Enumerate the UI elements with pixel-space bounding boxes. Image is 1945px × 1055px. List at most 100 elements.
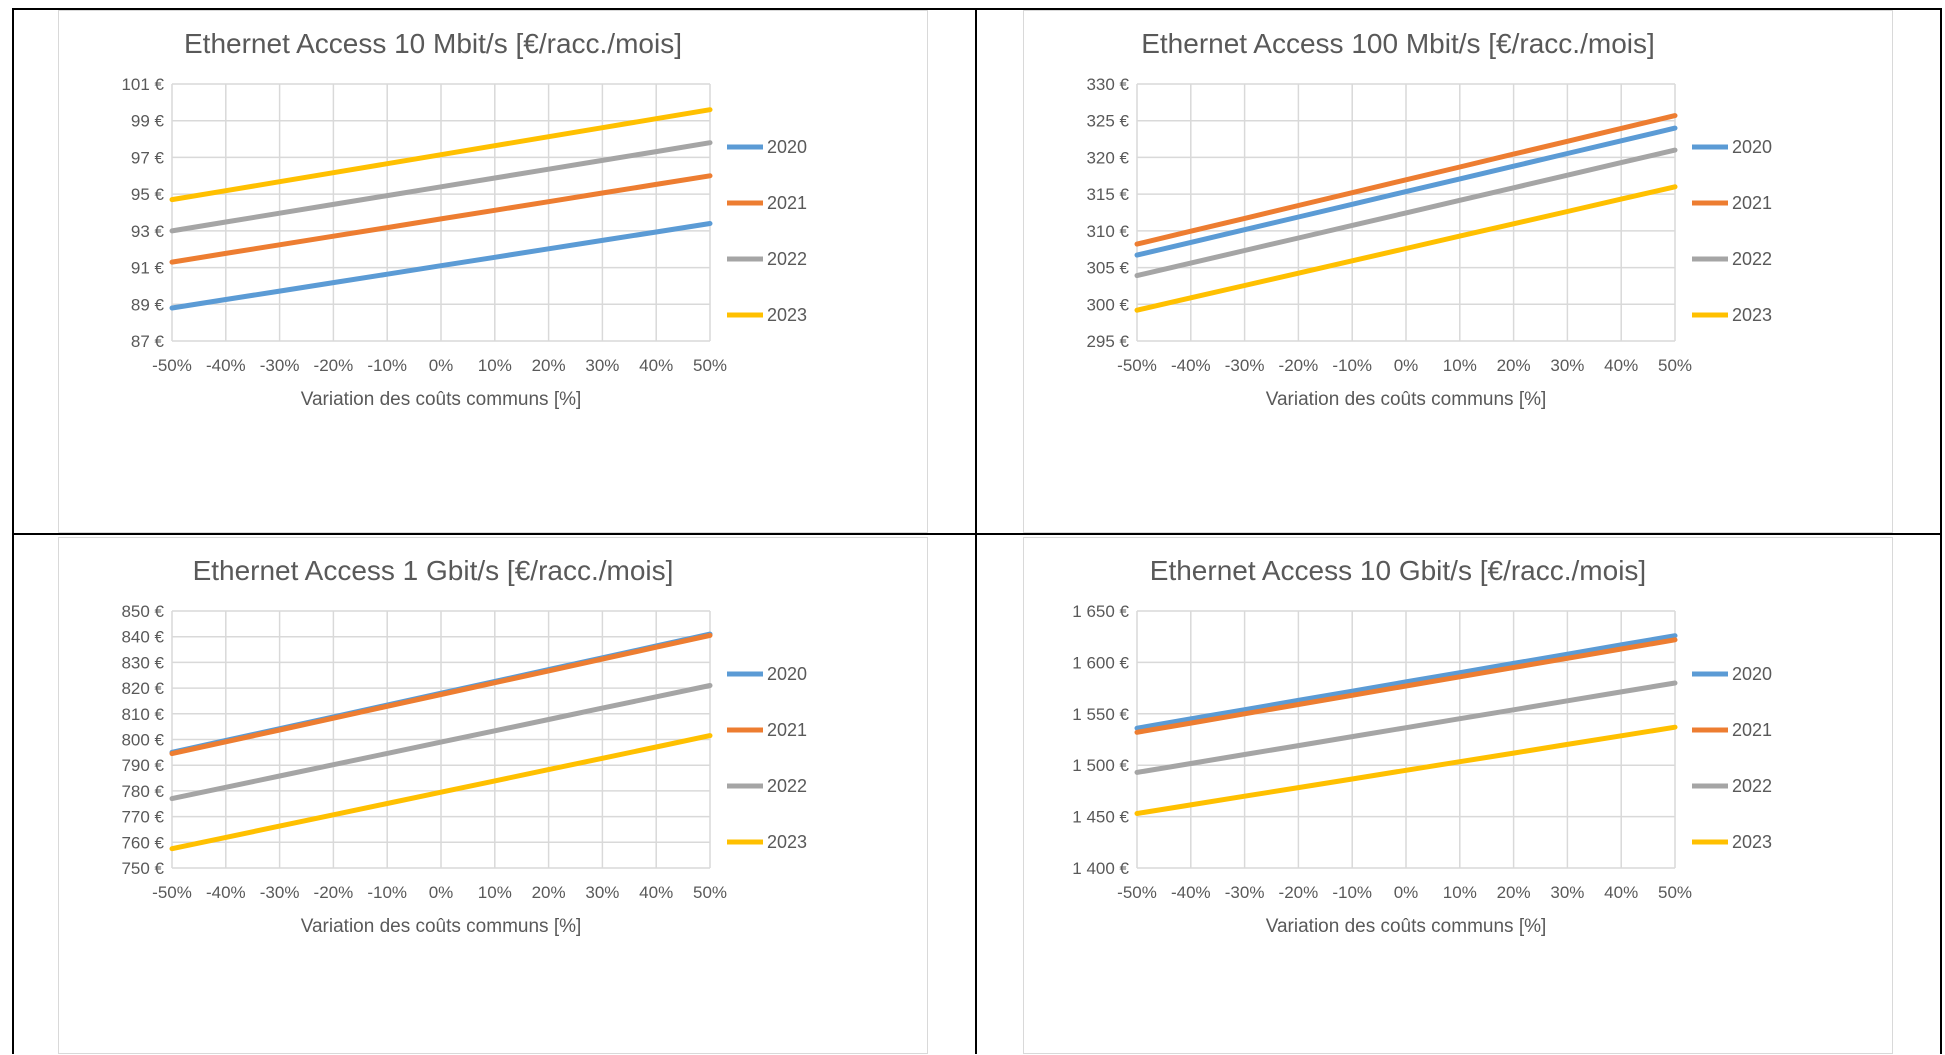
chart-frame-2: Ethernet Access 100 Mbit/s [€/racc./mois… — [1023, 10, 1893, 533]
x-tick-label: 50% — [1658, 883, 1692, 902]
x-tick-label: 20% — [1497, 356, 1531, 375]
series-line-2021 — [169, 173, 713, 265]
y-tick-label: 770 € — [121, 808, 164, 827]
chart-title: Ethernet Access 10 Mbit/s [€/racc./mois] — [184, 28, 682, 59]
x-tick-label: -30% — [1225, 883, 1265, 902]
y-tick-label: 99 € — [131, 112, 165, 131]
legend-label-2021: 2021 — [1732, 193, 1772, 213]
table-border-middle — [12, 533, 1942, 535]
x-tick-label: -30% — [1225, 356, 1265, 375]
x-tick-label: -50% — [1117, 883, 1157, 902]
legend-label-2023: 2023 — [767, 305, 807, 325]
legend-label-2023: 2023 — [767, 832, 807, 852]
legend-label-2020: 2020 — [767, 137, 807, 157]
x-tick-label: 30% — [585, 883, 619, 902]
y-tick-label: 325 € — [1086, 112, 1129, 131]
y-tick-label: 300 € — [1086, 295, 1129, 314]
table-border-left — [12, 8, 14, 1054]
y-tick-label: 315 € — [1086, 185, 1129, 204]
x-tick-label: -50% — [1117, 356, 1157, 375]
series-line-2023 — [169, 733, 713, 852]
chart-cell-4: Ethernet Access 10 Gbit/s [€/racc./mois]… — [977, 535, 1942, 1054]
x-tick-label: 30% — [1550, 883, 1584, 902]
y-tick-label: 101 € — [121, 75, 164, 94]
x-tick-label: 0% — [1394, 883, 1419, 902]
x-tick-label: 40% — [1604, 356, 1638, 375]
y-tick-label: 1 450 € — [1072, 808, 1129, 827]
series-line-2023 — [169, 107, 713, 203]
table-border-center — [975, 8, 977, 1054]
x-tick-label: 10% — [478, 883, 512, 902]
chart-cell-1: Ethernet Access 10 Mbit/s [€/racc./mois]… — [12, 8, 975, 533]
x-tick-label: 10% — [1443, 356, 1477, 375]
table-border-top — [12, 8, 1942, 10]
y-tick-label: 93 € — [131, 222, 165, 241]
x-tick-label: -20% — [1279, 883, 1319, 902]
chart-10mbit: Ethernet Access 10 Mbit/s [€/racc./mois]… — [121, 28, 807, 410]
y-tick-label: 1 600 € — [1072, 653, 1129, 672]
legend-label-2020: 2020 — [1732, 664, 1772, 684]
y-tick-label: 305 € — [1086, 259, 1129, 278]
x-tick-label: -20% — [314, 356, 354, 375]
series-line-2020 — [1134, 125, 1678, 258]
y-tick-label: 850 € — [121, 602, 164, 621]
x-tick-label: -30% — [260, 883, 300, 902]
y-tick-label: 89 € — [131, 295, 165, 314]
x-axis-title: Variation des coûts communs [%] — [301, 389, 582, 410]
y-tick-label: 330 € — [1086, 75, 1129, 94]
series-line-2023 — [1134, 724, 1678, 816]
x-tick-label: -10% — [367, 356, 407, 375]
y-tick-label: 1 400 € — [1072, 859, 1129, 878]
chart-10gbit: Ethernet Access 10 Gbit/s [€/racc./mois]… — [1072, 555, 1772, 937]
chart-title: Ethernet Access 10 Gbit/s [€/racc./mois] — [1150, 555, 1646, 586]
chart-frame-4: Ethernet Access 10 Gbit/s [€/racc./mois]… — [1023, 537, 1893, 1054]
chart-frame-1: Ethernet Access 10 Mbit/s [€/racc./mois]… — [58, 10, 928, 533]
y-tick-label: 840 € — [121, 628, 164, 647]
y-tick-label: 320 € — [1086, 148, 1129, 167]
x-tick-label: 40% — [639, 883, 673, 902]
series-line-2022 — [169, 683, 713, 802]
chart-cell-2: Ethernet Access 100 Mbit/s [€/racc./mois… — [977, 8, 1942, 533]
x-tick-label: -20% — [1279, 356, 1319, 375]
y-tick-label: 750 € — [121, 859, 164, 878]
legend-label-2023: 2023 — [1732, 832, 1772, 852]
chart-title: Ethernet Access 100 Mbit/s [€/racc./mois… — [1141, 28, 1655, 59]
y-tick-label: 1 550 € — [1072, 705, 1129, 724]
series-line-2021 — [169, 632, 713, 757]
y-tick-label: 790 € — [121, 756, 164, 775]
series-line-2022 — [1134, 147, 1678, 279]
y-tick-label: 780 € — [121, 782, 164, 801]
y-tick-label: 295 € — [1086, 332, 1129, 351]
x-tick-label: 0% — [429, 356, 454, 375]
series-line-2022 — [1134, 680, 1678, 775]
y-tick-label: 1 650 € — [1072, 602, 1129, 621]
x-axis-title: Variation des coûts communs [%] — [1266, 389, 1547, 410]
x-tick-label: -50% — [152, 356, 192, 375]
series-line-2020 — [1134, 633, 1678, 731]
chart-100mbit: Ethernet Access 100 Mbit/s [€/racc./mois… — [1086, 28, 1772, 410]
x-tick-label: -50% — [152, 883, 192, 902]
x-tick-label: 30% — [585, 356, 619, 375]
x-axis-title: Variation des coûts communs [%] — [1266, 916, 1547, 937]
x-tick-label: 10% — [1443, 883, 1477, 902]
x-tick-label: 20% — [532, 883, 566, 902]
y-tick-label: 800 € — [121, 731, 164, 750]
legend-label-2020: 2020 — [767, 664, 807, 684]
y-tick-label: 820 € — [121, 679, 164, 698]
y-tick-label: 97 € — [131, 148, 165, 167]
x-tick-label: 10% — [478, 356, 512, 375]
chart-cell-3: Ethernet Access 1 Gbit/s [€/racc./mois] 7… — [12, 535, 975, 1054]
legend-label-2021: 2021 — [767, 193, 807, 213]
chart-title: Ethernet Access 1 Gbit/s [€/racc./mois] — [193, 555, 674, 586]
chart-1gbit: Ethernet Access 1 Gbit/s [€/racc./mois] 7… — [121, 555, 807, 937]
y-tick-label: 91 € — [131, 259, 165, 278]
x-tick-label: -40% — [206, 883, 246, 902]
legend-label-2022: 2022 — [767, 249, 807, 269]
y-tick-label: 810 € — [121, 705, 164, 724]
x-tick-label: -10% — [1332, 356, 1372, 375]
legend-label-2020: 2020 — [1732, 137, 1772, 157]
x-tick-label: 20% — [1497, 883, 1531, 902]
x-tick-label: 40% — [639, 356, 673, 375]
y-tick-label: 830 € — [121, 653, 164, 672]
chart-grid: Ethernet Access 10 Mbit/s [€/racc./mois]… — [12, 8, 1942, 1054]
